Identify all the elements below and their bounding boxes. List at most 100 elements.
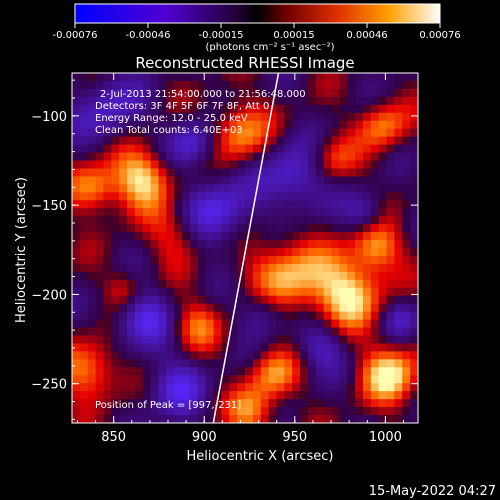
heatmap-cell	[260, 367, 270, 376]
heatmap-cell	[268, 216, 278, 225]
heatmap-cell	[72, 279, 81, 289]
heatmap-cell	[307, 176, 317, 185]
heatmap-cell	[111, 255, 120, 265]
heatmap-cell	[189, 200, 199, 209]
heatmap-cell	[394, 232, 403, 241]
heatmap-cell	[276, 399, 285, 408]
heatmap-cell	[174, 120, 183, 130]
heatmap-cell	[276, 80, 285, 90]
heatmap-cell	[410, 192, 418, 201]
heatmap-cell	[323, 160, 333, 170]
heatmap-cell	[166, 128, 175, 138]
heatmap-cell	[229, 295, 238, 305]
heatmap-cell	[87, 184, 97, 193]
heatmap-cell	[370, 224, 380, 233]
heatmap-cell	[315, 128, 325, 138]
heatmap-cell	[72, 383, 81, 392]
heatmap-cell	[355, 319, 364, 329]
heatmap-cell	[111, 343, 120, 353]
heatmap-cell	[339, 287, 348, 297]
heatmap-cell	[292, 287, 301, 297]
y-tick-label: −250	[31, 378, 67, 393]
heatmap-cell	[79, 255, 89, 265]
heatmap-cell	[347, 303, 356, 313]
heatmap-cell	[268, 367, 278, 376]
heatmap-cell	[103, 168, 112, 178]
heatmap-cell	[284, 112, 293, 122]
heatmap-cell	[260, 271, 270, 281]
heatmap-cell	[268, 208, 278, 217]
heatmap-cell	[111, 415, 120, 423]
heatmap-cell	[378, 255, 388, 265]
heatmap-cell	[229, 224, 238, 233]
heatmap-cell	[268, 399, 278, 408]
heatmap-cell	[103, 367, 112, 376]
heatmap-cell	[292, 383, 301, 392]
heatmap-cell	[119, 224, 128, 233]
heatmap-cell	[79, 120, 89, 130]
heatmap-cell	[307, 279, 317, 289]
heatmap-cell	[355, 311, 364, 321]
heatmap-cell	[182, 327, 191, 337]
heatmap-cell	[268, 303, 278, 313]
heatmap-cell	[307, 224, 317, 233]
heatmap-cell	[347, 216, 356, 225]
heatmap-cell	[166, 120, 175, 130]
heatmap-cell	[205, 279, 215, 289]
heatmap-cell	[362, 192, 372, 201]
heatmap-cell	[252, 160, 262, 170]
heatmap-cell	[182, 263, 191, 273]
heatmap-cell	[95, 399, 105, 408]
heatmap-cell	[402, 271, 411, 281]
heatmap-cell	[142, 367, 152, 376]
heatmap-cell	[307, 128, 317, 138]
heatmap-cell	[347, 208, 356, 217]
heatmap-cell	[355, 303, 364, 313]
annotation-line: Detectors: 3F 4F 5F 6F 7F 8F, Att 0	[95, 101, 269, 112]
heatmap-cell	[205, 359, 215, 368]
heatmap-cell	[166, 351, 175, 360]
heatmap-cell	[189, 80, 199, 90]
heatmap-cell	[355, 73, 364, 82]
heatmap-cell	[276, 104, 285, 114]
heatmap-cell	[386, 128, 396, 138]
heatmap-cell	[221, 176, 230, 185]
heatmap-cell	[221, 136, 230, 146]
heatmap-cell	[127, 112, 136, 122]
heatmap-cell	[213, 287, 223, 297]
heatmap-cell	[276, 128, 285, 138]
heatmap-cell	[362, 176, 372, 185]
heatmap-cell	[386, 240, 396, 249]
heatmap-cell	[158, 208, 167, 217]
heatmap-cell	[307, 88, 317, 98]
heatmap-cell	[300, 96, 309, 106]
heatmap-cell	[237, 240, 246, 249]
heatmap-cell	[142, 73, 152, 82]
heatmap-cell	[87, 279, 97, 289]
heatmap-cell	[111, 232, 120, 241]
heatmap-cell	[237, 88, 246, 98]
heatmap-cell	[221, 216, 230, 225]
heatmap-cell	[229, 88, 238, 98]
heatmap-cell	[150, 367, 160, 376]
heatmap-cell	[252, 279, 262, 289]
heatmap-cell	[260, 200, 270, 209]
heatmap-cell	[111, 104, 120, 114]
heatmap-cell	[300, 415, 309, 423]
peak-position-label: Position of Peak = [997,-231]	[95, 400, 241, 411]
heatmap-cell	[245, 303, 254, 313]
heatmap-cell	[205, 144, 215, 154]
heatmap-cell	[252, 248, 262, 257]
heatmap-cell	[315, 208, 325, 217]
heatmap-cell	[158, 168, 167, 178]
heatmap-cell	[410, 184, 418, 193]
heatmap-cell	[103, 295, 112, 305]
heatmap-cell	[276, 295, 285, 305]
heatmap-cell	[300, 80, 309, 90]
heatmap-cell	[292, 208, 301, 217]
heatmap-cell	[103, 287, 112, 297]
heatmap-cell	[142, 224, 152, 233]
heatmap-cell	[315, 112, 325, 122]
heatmap-cell	[362, 120, 372, 130]
heatmap-cell	[260, 279, 270, 289]
